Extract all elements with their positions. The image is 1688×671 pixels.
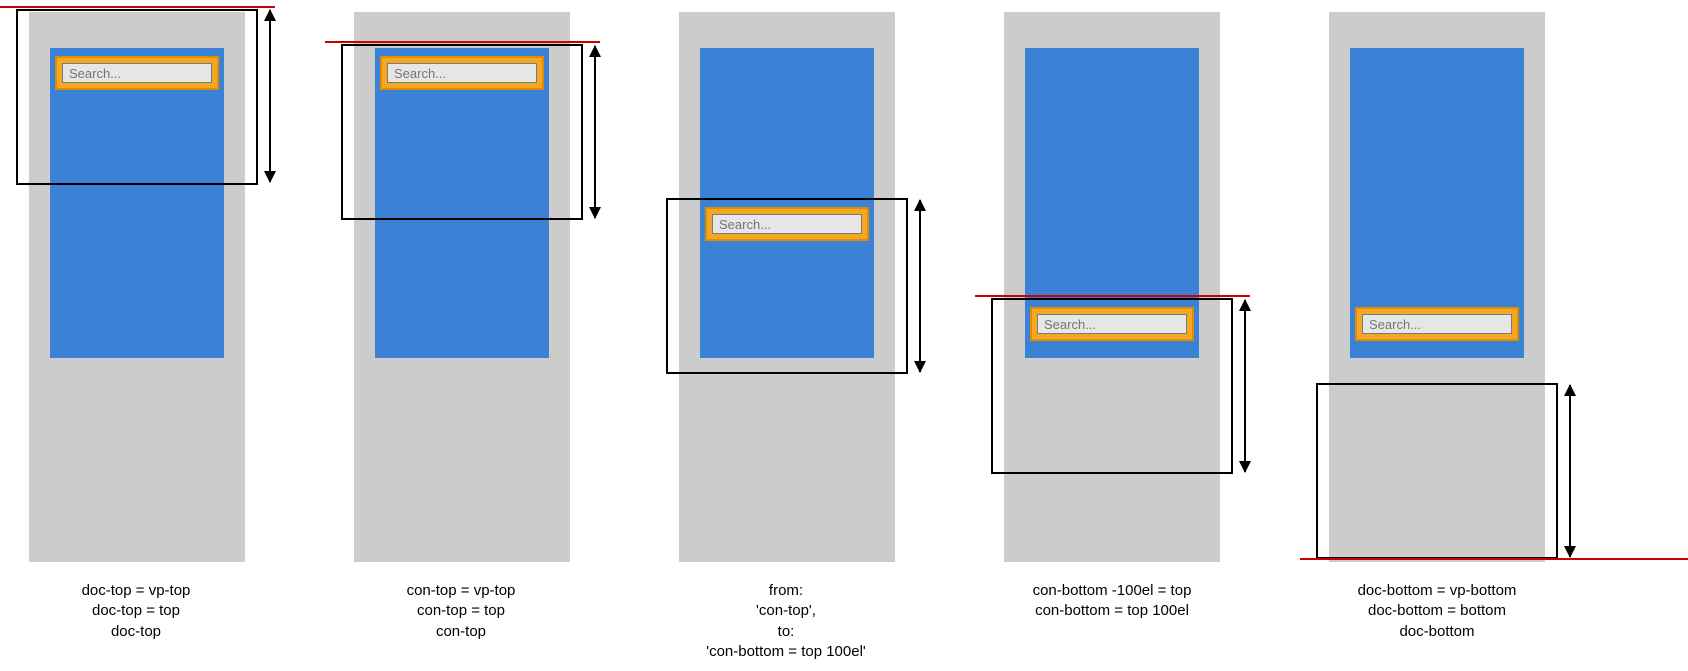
viewport-outline	[341, 44, 583, 220]
search-widget	[1355, 307, 1519, 341]
viewport-outline	[1316, 383, 1558, 559]
panel-caption: con-bottom -100el = top con-bottom = top…	[1001, 581, 1223, 622]
marker-line	[1300, 558, 1688, 560]
viewport-outline	[16, 9, 258, 185]
viewport-outline	[666, 198, 908, 374]
dimension-arrow	[589, 46, 601, 218]
dimension-arrow	[1564, 385, 1576, 557]
panel-caption: from: 'con-top', to: 'con-bottom = top 1…	[646, 581, 926, 662]
dimension-arrow	[914, 200, 926, 372]
dimension-arrow	[1239, 300, 1251, 472]
panel-caption: doc-top = vp-top doc-top = top doc-top	[36, 581, 236, 642]
marker-line	[325, 41, 600, 43]
marker-line	[975, 295, 1250, 297]
viewport-outline	[991, 298, 1233, 474]
panel-caption: doc-bottom = vp-bottom doc-bottom = bott…	[1330, 581, 1544, 642]
marker-line	[0, 6, 275, 8]
panel-caption: con-top = vp-top con-top = top con-top	[361, 581, 561, 642]
dimension-arrow	[264, 10, 276, 182]
search-input[interactable]	[1362, 314, 1512, 334]
diagram-canvas: doc-top = vp-top doc-top = top doc-top co…	[0, 0, 1688, 671]
